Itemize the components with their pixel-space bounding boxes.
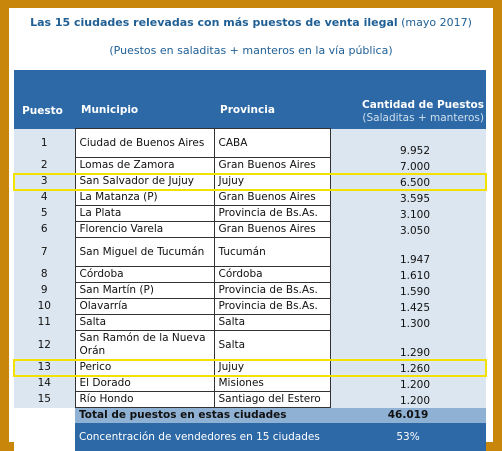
table-row: 9 San Martín (P) Provincia de Bs.As. 1.590 bbox=[14, 282, 486, 299]
cell-puesto: 14 bbox=[14, 375, 75, 392]
cell-cantidad: 1.610 bbox=[330, 266, 486, 283]
cell-puesto: 15 bbox=[14, 391, 75, 408]
cell-municipio: Río Hondo bbox=[74, 391, 215, 408]
table-row: 11 Salta Salta 1.300 bbox=[14, 314, 486, 331]
cell-provincia: Salta bbox=[213, 314, 331, 331]
ranking-table: Puesto Municipio Provincia Cantidad de P… bbox=[14, 70, 486, 451]
cell-cantidad: 3.595 bbox=[330, 189, 486, 206]
table-row: 5 La Plata Provincia de Bs.As. 3.100 bbox=[14, 205, 486, 222]
cell-municipio: La Plata bbox=[74, 205, 215, 222]
concentration-label: Concentración de vendedores en 15 ciudad… bbox=[75, 423, 330, 451]
table-row: 15 Río Hondo Santiago del Estero 1.200 bbox=[14, 391, 486, 408]
infographic-frame: Las 15 ciudades relevadas con más puesto… bbox=[9, 8, 493, 451]
cell-puesto: 10 bbox=[14, 298, 75, 315]
table-title-main: Las 15 ciudades relevadas con más puesto… bbox=[30, 16, 398, 29]
cell-municipio: Florencio Varela bbox=[74, 221, 215, 238]
cell-cantidad: 1.425 bbox=[330, 298, 486, 315]
cell-provincia: Gran Buenos Aires bbox=[213, 189, 331, 206]
cell-cantidad: 3.100 bbox=[330, 205, 486, 222]
cell-municipio: Córdoba bbox=[74, 266, 215, 283]
header-cantidad-sub: (Saladitas + manteros) bbox=[362, 111, 484, 124]
table-row: 10 Olavarría Provincia de Bs.As. 1.425 bbox=[14, 298, 486, 315]
cell-municipio: Salta bbox=[74, 314, 215, 331]
cell-puesto: 12 bbox=[14, 330, 75, 360]
header-puesto: Puesto bbox=[14, 70, 75, 129]
table-row: 2 Lomas de Zamora Gran Buenos Aires 7.000 bbox=[14, 157, 486, 174]
cell-cantidad: 1.300 bbox=[330, 314, 486, 331]
table-row: 8 Córdoba Córdoba 1.610 bbox=[14, 266, 486, 283]
cell-provincia: Provincia de Bs.As. bbox=[213, 298, 331, 315]
cell-puesto: 8 bbox=[14, 266, 75, 283]
cell-cantidad: 1.200 bbox=[330, 375, 486, 392]
header-cantidad: Cantidad de Puestos (Saladitas + mantero… bbox=[330, 70, 486, 129]
cell-cantidad: 1.947 bbox=[330, 237, 486, 267]
cell-municipio: San Martín (P) bbox=[74, 282, 215, 299]
table-row: 4 La Matanza (P) Gran Buenos Aires 3.595 bbox=[14, 189, 486, 206]
cell-municipio: Lomas de Zamora bbox=[74, 157, 215, 174]
header-provincia: Provincia bbox=[214, 70, 330, 129]
concentration-row: Concentración de vendedores en 15 ciudad… bbox=[14, 423, 486, 451]
cell-puesto: 9 bbox=[14, 282, 75, 299]
table-row: 13 Perico Jujuy 1.260 bbox=[14, 359, 486, 376]
cell-puesto: 13 bbox=[14, 359, 75, 376]
cell-puesto: 3 bbox=[14, 173, 75, 190]
cell-provincia: CABA bbox=[213, 128, 331, 158]
cell-puesto: 4 bbox=[14, 189, 75, 206]
table-row: 12 San Ramón de la Nueva Orán Salta 1.290 bbox=[14, 330, 486, 360]
cell-puesto: 11 bbox=[14, 314, 75, 331]
total-value: 46.019 bbox=[330, 407, 486, 423]
cell-cantidad: 1.290 bbox=[330, 330, 486, 360]
cell-puesto: 2 bbox=[14, 157, 75, 174]
cell-cantidad: 9.952 bbox=[330, 128, 486, 158]
cell-puesto: 7 bbox=[14, 237, 75, 267]
cell-provincia: Santiago del Estero bbox=[213, 391, 331, 408]
cell-puesto: 6 bbox=[14, 221, 75, 238]
cell-cantidad: 6.500 bbox=[330, 173, 486, 190]
cell-provincia: Provincia de Bs.As. bbox=[213, 205, 331, 222]
cell-municipio: Perico bbox=[74, 359, 215, 376]
cell-puesto: 5 bbox=[14, 205, 75, 222]
total-label: Total de puestos en estas ciudades bbox=[75, 407, 330, 423]
table-row: 7 San Miguel de Tucumán Tucumán 1.947 bbox=[14, 237, 486, 267]
cell-municipio: Olavarría bbox=[74, 298, 215, 315]
cell-municipio: La Matanza (P) bbox=[74, 189, 215, 206]
table-row: 1 Ciudad de Buenos Aires CABA 9.952 bbox=[14, 128, 486, 158]
cell-provincia: Tucumán bbox=[213, 237, 331, 267]
table-title-date: (mayo 2017) bbox=[401, 16, 472, 29]
total-row: Total de puestos en estas ciudades 46.01… bbox=[14, 407, 486, 423]
cell-cantidad: 1.260 bbox=[330, 359, 486, 376]
cell-puesto: 1 bbox=[14, 128, 75, 158]
cell-municipio: San Ramón de la Nueva Orán bbox=[74, 330, 215, 360]
cell-cantidad: 7.000 bbox=[330, 157, 486, 174]
table-row: 6 Florencio Varela Gran Buenos Aires 3.050 bbox=[14, 221, 486, 238]
cell-provincia: Jujuy bbox=[213, 359, 331, 376]
table-subtitle: (Puestos en saladitas + manteros en la v… bbox=[109, 44, 393, 57]
header-municipio: Municipio bbox=[75, 70, 214, 129]
cell-cantidad: 1.200 bbox=[330, 391, 486, 408]
cell-provincia: Gran Buenos Aires bbox=[213, 157, 331, 174]
cell-municipio: San Miguel de Tucumán bbox=[74, 237, 215, 267]
cell-provincia: Córdoba bbox=[213, 266, 331, 283]
cell-provincia: Gran Buenos Aires bbox=[213, 221, 331, 238]
cell-cantidad: 3.050 bbox=[330, 221, 486, 238]
cell-municipio: San Salvador de Jujuy bbox=[74, 173, 215, 190]
cell-provincia: Jujuy bbox=[213, 173, 331, 190]
table-title: Las 15 ciudades relevadas con más puesto… bbox=[9, 16, 493, 29]
concentration-value: 53% bbox=[330, 423, 486, 451]
cell-cantidad: 1.590 bbox=[330, 282, 486, 299]
header-cantidad-main: Cantidad de Puestos bbox=[362, 98, 484, 111]
cell-municipio: El Dorado bbox=[74, 375, 215, 392]
table-header-row: Puesto Municipio Provincia Cantidad de P… bbox=[14, 70, 486, 129]
cell-provincia: Misiones bbox=[213, 375, 331, 392]
table-row: 14 El Dorado Misiones 1.200 bbox=[14, 375, 486, 392]
table-row: 3 San Salvador de Jujuy Jujuy 6.500 bbox=[14, 173, 486, 190]
cell-municipio: Ciudad de Buenos Aires bbox=[74, 128, 215, 158]
cell-provincia: Salta bbox=[213, 330, 331, 360]
cell-provincia: Provincia de Bs.As. bbox=[213, 282, 331, 299]
